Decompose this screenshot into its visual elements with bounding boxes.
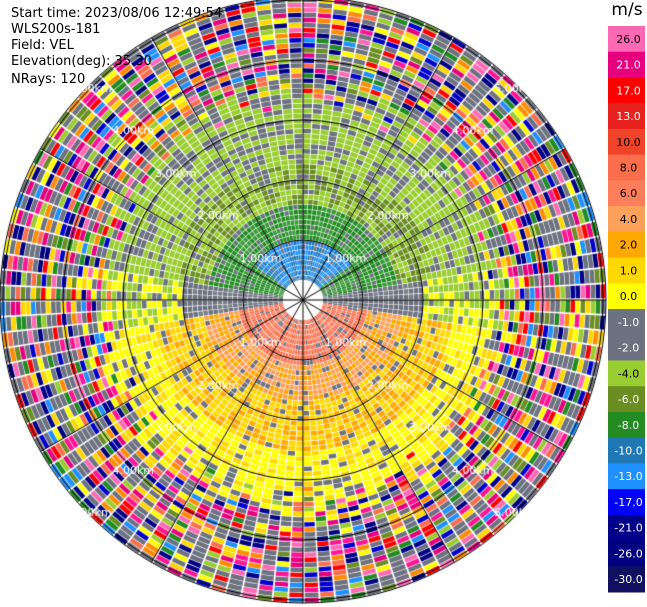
colorbar-tick-label: 6.0 xyxy=(620,187,638,200)
colorbar-swatch xyxy=(608,180,645,207)
colorbar-unit: m/s xyxy=(611,0,643,20)
colorbar-swatch xyxy=(608,309,645,336)
elevation-label: Elevation(deg): 35.30 xyxy=(11,54,152,69)
colorbar-swatch xyxy=(608,231,645,259)
colorbar-tick-label: -26.0 xyxy=(614,547,642,560)
colorbar-tick-label: -6.0 xyxy=(618,393,639,406)
colorbar-tick-label: 4.0 xyxy=(620,213,638,226)
colorbar-tick-label: -2.0 xyxy=(618,342,639,355)
colorbar-swatch xyxy=(608,566,645,593)
instrument-label: WLS200s-181 xyxy=(11,22,101,37)
colorbar-tick-label: -10.0 xyxy=(614,445,642,458)
colorbar-swatch xyxy=(608,257,645,284)
colorbar-swatch xyxy=(608,437,645,464)
nrays-label: NRays: 120 xyxy=(11,72,86,87)
colorbar-swatch xyxy=(608,128,645,156)
colorbar-tick-label: 0.0 xyxy=(620,290,638,303)
colorbar-tick-label: 21.0 xyxy=(616,59,641,72)
colorbar-tick-label: -4.0 xyxy=(618,367,639,380)
colorbar-tick-label: 26.0 xyxy=(616,33,641,46)
colorbar-tick-label: -8.0 xyxy=(618,419,639,432)
start-time-label: Start time: 2023/08/06 12:49:54 xyxy=(11,6,223,21)
colorbar-tick-label: 2.0 xyxy=(620,239,638,252)
colorbar-swatch xyxy=(608,283,645,310)
colorbar-tick-label: 13.0 xyxy=(616,110,641,123)
colorbar-swatch xyxy=(608,540,645,567)
colorbar-swatch xyxy=(608,463,645,490)
colorbar-swatch xyxy=(608,489,645,516)
colorbar-swatch xyxy=(608,360,645,387)
colorbar-tick-label: -13.0 xyxy=(614,470,642,483)
colorbar-swatch xyxy=(608,206,645,233)
colorbar-swatch xyxy=(608,411,645,439)
colorbar-swatch xyxy=(608,154,645,181)
field-label: Field: VEL xyxy=(11,38,74,53)
colorbar-tick-label: -30.0 xyxy=(614,573,642,586)
colorbar-swatch xyxy=(608,77,645,104)
colorbar-tick-label: 8.0 xyxy=(620,162,638,175)
colorbar-swatch xyxy=(608,51,645,78)
colorbar-tick-label: 1.0 xyxy=(620,264,638,277)
colorbar-tick-label: -17.0 xyxy=(614,496,642,509)
colorbar-tick-label: -21.0 xyxy=(614,522,642,535)
colorbar-tick-label: 17.0 xyxy=(616,84,641,97)
colorbar-swatch xyxy=(608,334,645,361)
colorbar-swatch xyxy=(608,26,645,53)
colorbar-swatch xyxy=(608,103,645,130)
colorbar-swatch xyxy=(608,386,645,413)
colorbar-swatch xyxy=(608,514,645,542)
colorbar-tick-label: -1.0 xyxy=(618,316,639,329)
colorbar-tick-label: 10.0 xyxy=(616,136,641,149)
